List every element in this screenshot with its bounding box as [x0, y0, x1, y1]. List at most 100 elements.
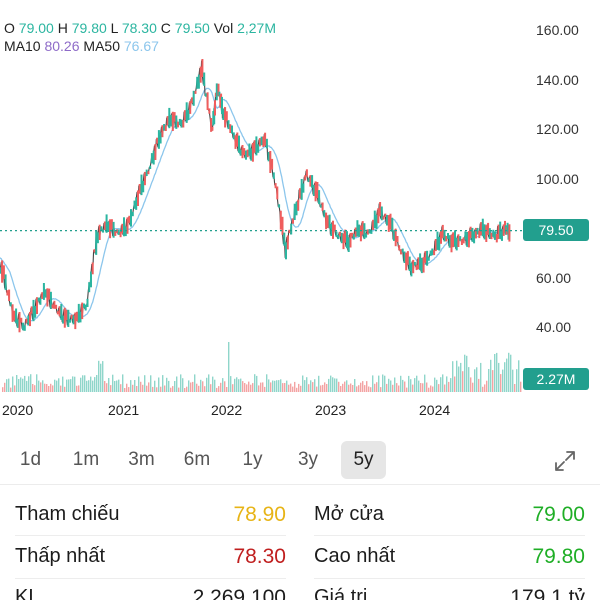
candle	[117, 229, 120, 235]
timeframe-1m-button[interactable]: 1m	[72, 449, 100, 470]
candle	[300, 179, 303, 200]
candle	[356, 220, 359, 237]
candle	[264, 132, 267, 146]
timeframe-3y-button[interactable]: 3y	[297, 449, 319, 470]
candle	[281, 216, 284, 235]
volume-bar	[196, 383, 198, 392]
volume-bar	[56, 380, 58, 392]
timeframe-1d-button[interactable]: 1d	[19, 449, 42, 470]
candle	[218, 91, 221, 97]
candle	[100, 226, 103, 231]
volume-bar	[484, 384, 486, 392]
timeframe-1y-button[interactable]: 1y	[242, 449, 263, 470]
candle	[460, 239, 463, 245]
volume-bar	[496, 352, 498, 392]
volume-bar	[98, 360, 100, 392]
volume-bar	[238, 379, 240, 392]
volume-bar	[514, 384, 516, 392]
candle	[429, 250, 432, 256]
ref-price-value: 78.90	[233, 503, 286, 526]
volume-bar	[446, 376, 448, 392]
volume-bar	[170, 387, 172, 392]
volume-bar	[386, 383, 388, 392]
volume-bar	[208, 374, 210, 392]
candle	[77, 303, 80, 323]
volume-bar	[464, 354, 466, 392]
volume-bar	[218, 386, 220, 392]
candle	[48, 288, 51, 300]
candle	[490, 232, 493, 240]
candle	[15, 308, 18, 324]
candle	[342, 233, 345, 250]
volume-bar	[312, 382, 314, 392]
timeframe-5y-button[interactable]: 5y	[341, 441, 386, 479]
volume-bar	[194, 374, 196, 392]
candle	[440, 230, 442, 244]
candle	[251, 142, 254, 162]
candle	[286, 235, 289, 250]
ma10-value: 80.26	[44, 38, 80, 54]
candle	[302, 183, 305, 193]
candle	[234, 135, 237, 149]
volume-bar	[158, 377, 160, 392]
high-price-value: 79.80	[532, 545, 585, 568]
candle	[434, 239, 437, 252]
candle	[131, 211, 134, 217]
volume-bar	[500, 374, 502, 392]
ohlc-legend: O 79.00 H 79.80 L 78.30 C 79.50 Vol 2,27…	[4, 20, 276, 36]
price-chart[interactable]: O 79.00 H 79.80 L 78.30 C 79.50 Vol 2,27…	[0, 0, 600, 430]
timeframe-3m-button[interactable]: 3m	[128, 449, 155, 470]
candle	[185, 102, 188, 123]
volume-bar	[38, 380, 40, 392]
candle	[274, 183, 277, 189]
candle	[358, 224, 361, 237]
volume-bar	[380, 387, 382, 392]
candle	[417, 257, 420, 270]
candle	[389, 213, 392, 230]
volume-bar	[272, 380, 274, 392]
volume-bar	[280, 379, 282, 392]
candle	[391, 217, 394, 232]
timeframe-6m-button[interactable]: 6m	[183, 449, 211, 470]
candle	[406, 251, 409, 265]
volume-bar	[112, 374, 114, 392]
chart-canvas[interactable]	[0, 0, 600, 430]
y-tick-label: 160.00	[536, 22, 579, 38]
last-volume-tag: 2.27M	[523, 368, 589, 390]
volume-bar	[166, 377, 168, 392]
candle	[140, 174, 143, 196]
volume-bar	[116, 380, 118, 392]
candle	[217, 83, 220, 97]
candle	[44, 289, 47, 298]
candle	[285, 242, 287, 260]
candle	[98, 224, 101, 240]
volume-bar	[180, 374, 182, 392]
volume-bar	[478, 378, 480, 392]
vol-value: 2,27M	[237, 20, 277, 36]
candle	[304, 175, 307, 181]
expand-icon[interactable]	[552, 448, 578, 474]
candle	[145, 169, 148, 176]
candle	[36, 297, 38, 314]
ma50-line	[0, 87, 511, 323]
candle	[42, 283, 45, 300]
candle	[278, 204, 281, 208]
candle	[63, 307, 66, 328]
candle	[253, 140, 256, 153]
volume-bar	[94, 377, 96, 392]
volume-bar	[42, 380, 44, 392]
candle	[39, 297, 42, 305]
candle	[433, 250, 436, 256]
volume-bar	[72, 376, 74, 392]
candle	[67, 309, 70, 327]
candle	[199, 66, 202, 83]
volume-bar	[474, 369, 476, 392]
candle	[178, 118, 181, 126]
candle	[290, 223, 293, 235]
volume-bar	[124, 388, 126, 392]
row-divider	[15, 578, 286, 579]
volume-bar	[468, 367, 470, 392]
candle	[295, 201, 298, 216]
candle	[276, 186, 279, 200]
candle	[459, 236, 462, 241]
